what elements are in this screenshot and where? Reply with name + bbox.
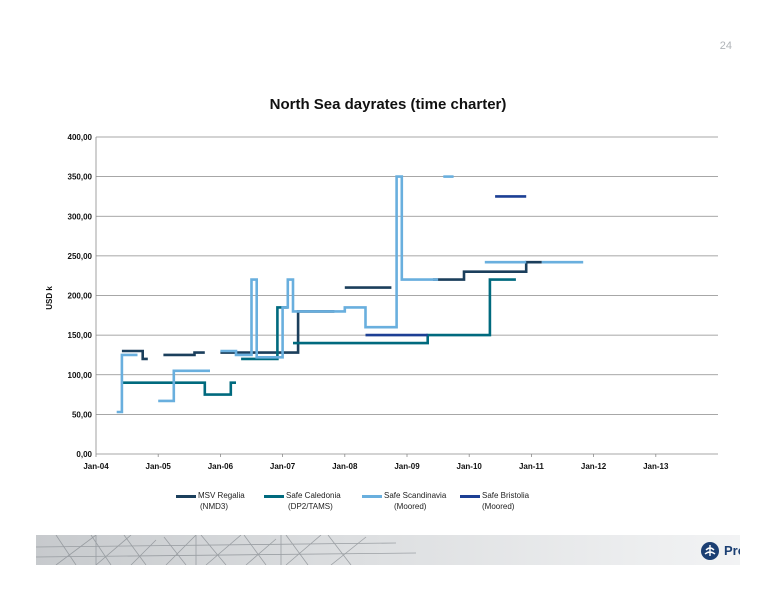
x-tick-label: Jan-05	[146, 462, 172, 471]
footer-band: Prosafe	[36, 535, 740, 565]
chart-legend: MSV Regalia (NMD3) Safe Caledonia (DP2/T…	[176, 490, 596, 520]
y-axis-label: USD k	[45, 286, 54, 310]
legend-swatch-msv-regalia	[176, 495, 196, 498]
chart-title: North Sea dayrates (time charter)	[269, 96, 507, 113]
y-tick-label: 0,00	[76, 450, 92, 459]
page-number: 24	[719, 40, 732, 52]
series-line-segment	[293, 278, 516, 345]
y-tick-label: 300,00	[68, 212, 93, 221]
x-axis-ticks: Jan-04 Jan-05 Jan-06 Jan-07 Jan-08 Jan-09 Jan-…	[83, 454, 669, 471]
legend-label-safe-caledonia: Safe Caledonia	[286, 491, 341, 500]
legend-sublabel-msv-regalia: (NMD3)	[200, 502, 228, 511]
series-line-segment	[116, 353, 138, 414]
legend-sublabel-safe-caledonia: (DP2/TAMS)	[288, 502, 333, 511]
logo-text: Prosafe	[724, 543, 740, 558]
legend-label-safe-scandinavia: Safe Scandinavia	[384, 491, 447, 500]
x-tick-label: Jan-10	[457, 462, 483, 471]
series-line-segment	[121, 381, 236, 396]
legend-sublabel-safe-bristolia: (Moored)	[482, 502, 515, 511]
y-tick-label: 150,00	[68, 331, 93, 340]
series-line-segment	[163, 351, 205, 357]
x-tick-label: Jan-09	[394, 462, 420, 471]
series-line-segment	[220, 175, 439, 359]
series-line-segment	[241, 306, 288, 361]
series-lines	[116, 175, 584, 414]
legend-swatch-safe-caledonia	[264, 495, 284, 498]
y-tick-label: 200,00	[68, 292, 93, 301]
x-tick-label: Jan-08	[332, 462, 358, 471]
y-tick-label: 100,00	[68, 371, 93, 380]
y-tick-label: 250,00	[68, 252, 93, 261]
y-tick-label: 50,00	[72, 410, 93, 419]
series-line-segment	[158, 369, 210, 403]
series-line-segment	[432, 260, 542, 281]
series-safe-scandinavia	[116, 175, 584, 414]
legend-swatch-safe-scandinavia	[362, 495, 382, 498]
grid-lines	[95, 136, 718, 455]
legend-label-safe-bristolia: Safe Bristolia	[482, 491, 530, 500]
y-tick-label: 400,00	[68, 133, 93, 142]
x-tick-label: Jan-11	[519, 462, 544, 471]
x-tick-label: Jan-06	[208, 462, 234, 471]
x-tick-label: Jan-13	[643, 462, 669, 471]
prosafe-logo-icon	[701, 542, 719, 560]
legend-sublabel-safe-scandinavia: (Moored)	[394, 502, 427, 511]
x-tick-label: Jan-04	[83, 462, 109, 471]
y-tick-label: 350,00	[68, 173, 93, 182]
legend-swatch-safe-bristolia	[460, 495, 480, 498]
legend-label-msv-regalia: MSV Regalia	[198, 491, 245, 500]
series-line-segment	[121, 349, 148, 361]
prosafe-logo: Prosafe	[700, 541, 740, 561]
x-tick-label: Jan-07	[270, 462, 296, 471]
x-tick-label: Jan-12	[581, 462, 607, 471]
offshore-structure-graphic	[36, 535, 417, 565]
y-axis-ticks: 0,00 50,00 100,00 150,00 200,00 250,00 300,00 3…	[68, 133, 93, 459]
series-safe-caledonia	[121, 278, 516, 396]
series-safe-bristolia	[365, 195, 527, 337]
